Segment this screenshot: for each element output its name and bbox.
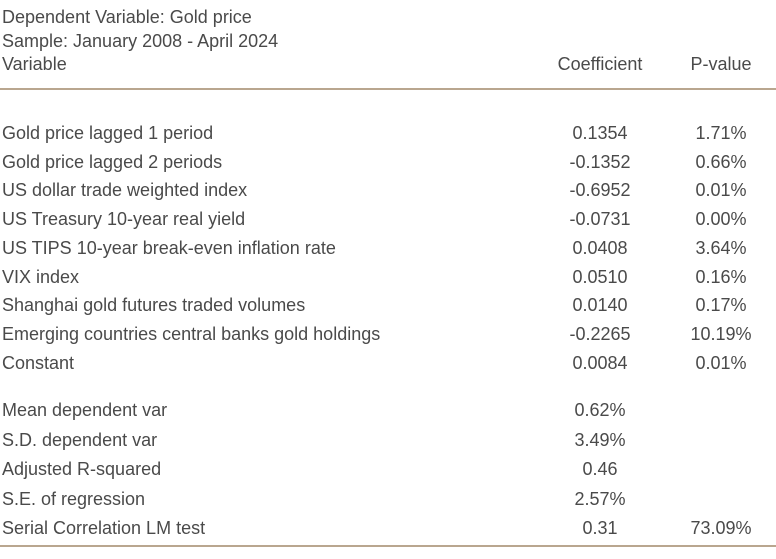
table-row: Adjusted R-squared 0.46	[0, 455, 776, 483]
variable-name: VIX index	[2, 266, 80, 287]
coefficient-value: 0.0510	[572, 266, 628, 287]
coefficient-value: 0.0084	[572, 352, 628, 373]
coefficient-value: 3.49%	[574, 429, 626, 450]
variable-name: Adjusted R-squared	[2, 459, 162, 479]
pvalue-value: 1.71%	[695, 123, 747, 143]
table-row: Serial Correlation LM test 0.31 73.09%	[0, 514, 776, 542]
coefficient-value: -0.2265	[569, 323, 631, 344]
table-row: S.D. dependent var 3.49%	[0, 426, 776, 454]
coefficient-value: 0.0140	[572, 295, 628, 316]
variable-name: S.D. dependent var	[2, 429, 158, 450]
table-row: US dollar trade weighted index -0.6952 0.0…	[0, 176, 776, 204]
dependent-variable-label: Dependent Variable: Gold price	[2, 7, 252, 27]
table-row: Shanghai gold futures traded volumes 0.01…	[0, 291, 776, 319]
variable-name: Constant	[2, 352, 75, 373]
variable-name: S.E. of regression	[2, 488, 146, 509]
column-header-pvalue: P-value	[690, 54, 752, 74]
coefficient-value: -0.6952	[569, 180, 631, 201]
variable-name: Mean dependent var	[2, 400, 168, 420]
coefficient-value: 0.31	[582, 518, 618, 538]
coefficient-value: -0.1352	[569, 151, 631, 172]
pvalue-value: 73.09%	[690, 518, 752, 538]
variable-name: Gold price lagged 2 periods	[2, 151, 223, 172]
variable-name: US TIPS 10-year break-even inflation rat…	[2, 237, 336, 258]
table-row: Gold price lagged 1 period 0.1354 1.71%	[0, 119, 776, 147]
table-header: Variable Coefficient P-value	[0, 50, 776, 78]
variable-name: Shanghai gold futures traded volumes	[2, 295, 306, 316]
variable-name: US dollar trade weighted index	[2, 180, 248, 201]
table-row: Constant 0.0084 0.01%	[0, 349, 776, 377]
pvalue-value: 3.64%	[695, 237, 747, 258]
variable-name: Gold price lagged 1 period	[2, 123, 214, 143]
sample-label: Sample: January 2008 - April 2024	[2, 31, 279, 51]
coefficient-value: 0.62%	[574, 400, 626, 420]
table-row: Emerging countries central banks gold ho…	[0, 320, 776, 348]
table-row: VIX index 0.0510 0.16%	[0, 263, 776, 291]
pvalue-value: 0.66%	[695, 151, 747, 172]
column-header-coefficient: Coefficient	[557, 54, 643, 74]
header-rule	[0, 88, 776, 90]
pvalue-value: 0.01%	[695, 180, 747, 201]
coefficient-value: -0.0731	[569, 209, 631, 230]
table-row: Gold price lagged 2 periods -0.1352 0.66%	[0, 148, 776, 176]
bottom-rule	[0, 545, 776, 547]
variable-name: Serial Correlation LM test	[2, 518, 206, 538]
pvalue-value: 0.01%	[695, 352, 747, 373]
pvalue-value: 0.00%	[695, 209, 747, 230]
coefficient-value: 0.0408	[572, 237, 628, 258]
table-row: US TIPS 10-year break-even inflation rat…	[0, 234, 776, 262]
variable-name: Emerging countries central banks gold ho…	[2, 323, 381, 344]
table-row: Mean dependent var 0.62%	[0, 396, 776, 424]
coefficient-value: 0.46	[582, 459, 618, 479]
variable-name: US Treasury 10-year real yield	[2, 209, 246, 230]
pvalue-value: 0.17%	[695, 295, 747, 316]
table-row: US Treasury 10-year real yield -0.0731 0.0…	[0, 205, 776, 233]
pvalue-value: 0.16%	[695, 266, 747, 287]
column-header-variable: Variable	[2, 54, 67, 74]
coefficient-value: 2.57%	[574, 488, 626, 509]
coefficient-value: 0.1354	[572, 123, 628, 143]
pvalue-value: 10.19%	[690, 323, 752, 344]
table-row: S.E. of regression 2.57%	[0, 485, 776, 513]
